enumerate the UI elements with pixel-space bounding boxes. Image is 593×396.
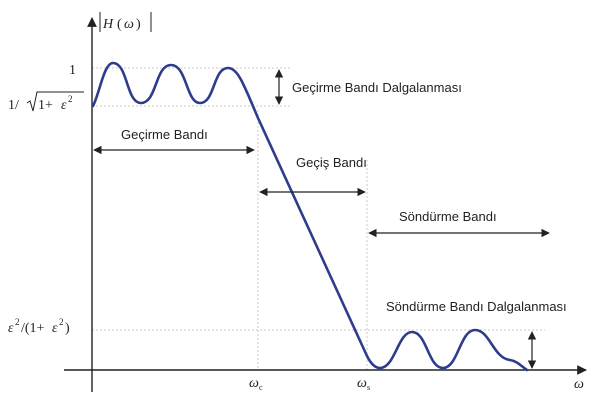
passband-label: Geçirme Bandı xyxy=(121,127,208,142)
svg-text:1/: 1/ xyxy=(8,98,19,113)
y-tick-pass-min: 1/ 1+ ε 2 xyxy=(8,92,84,113)
svg-text:ω: ω xyxy=(249,376,259,391)
svg-text:): ) xyxy=(65,321,70,336)
stopband-ripple-label: Söndürme Bandı Dalgalanması xyxy=(386,299,567,314)
svg-text:ω: ω xyxy=(124,17,134,32)
svg-text:ε: ε xyxy=(52,321,58,336)
svg-text:(: ( xyxy=(117,17,122,32)
svg-text:2: 2 xyxy=(59,317,64,327)
svg-text:H: H xyxy=(102,17,114,32)
transition-label: Geçiş Bandı xyxy=(296,155,367,170)
svg-text:ω: ω xyxy=(357,376,367,391)
y-tick-one: 1 xyxy=(69,63,76,78)
svg-text:c: c xyxy=(259,383,263,392)
svg-text:2: 2 xyxy=(15,317,20,327)
x-axis-label: ω xyxy=(574,377,584,392)
svg-text:): ) xyxy=(136,17,141,32)
x-tick-wc: ω c xyxy=(249,376,263,392)
y-tick-stop-max: ε 2 /(1+ ε 2 ) xyxy=(8,317,70,336)
svg-text:ε: ε xyxy=(8,321,14,336)
svg-text:s: s xyxy=(367,383,370,392)
y-axis-label: H ( ω ) xyxy=(100,12,151,32)
svg-text:/(1+: /(1+ xyxy=(21,321,45,336)
svg-text:1+: 1+ xyxy=(38,98,53,113)
svg-text:ε: ε xyxy=(61,98,67,113)
axes xyxy=(64,18,586,392)
x-tick-ws: ω s xyxy=(357,376,370,392)
svg-text:2: 2 xyxy=(68,94,73,104)
stopband-label: Söndürme Bandı xyxy=(399,209,497,224)
passband-ripple-label: Geçirme Bandı Dalgalanması xyxy=(292,80,462,95)
